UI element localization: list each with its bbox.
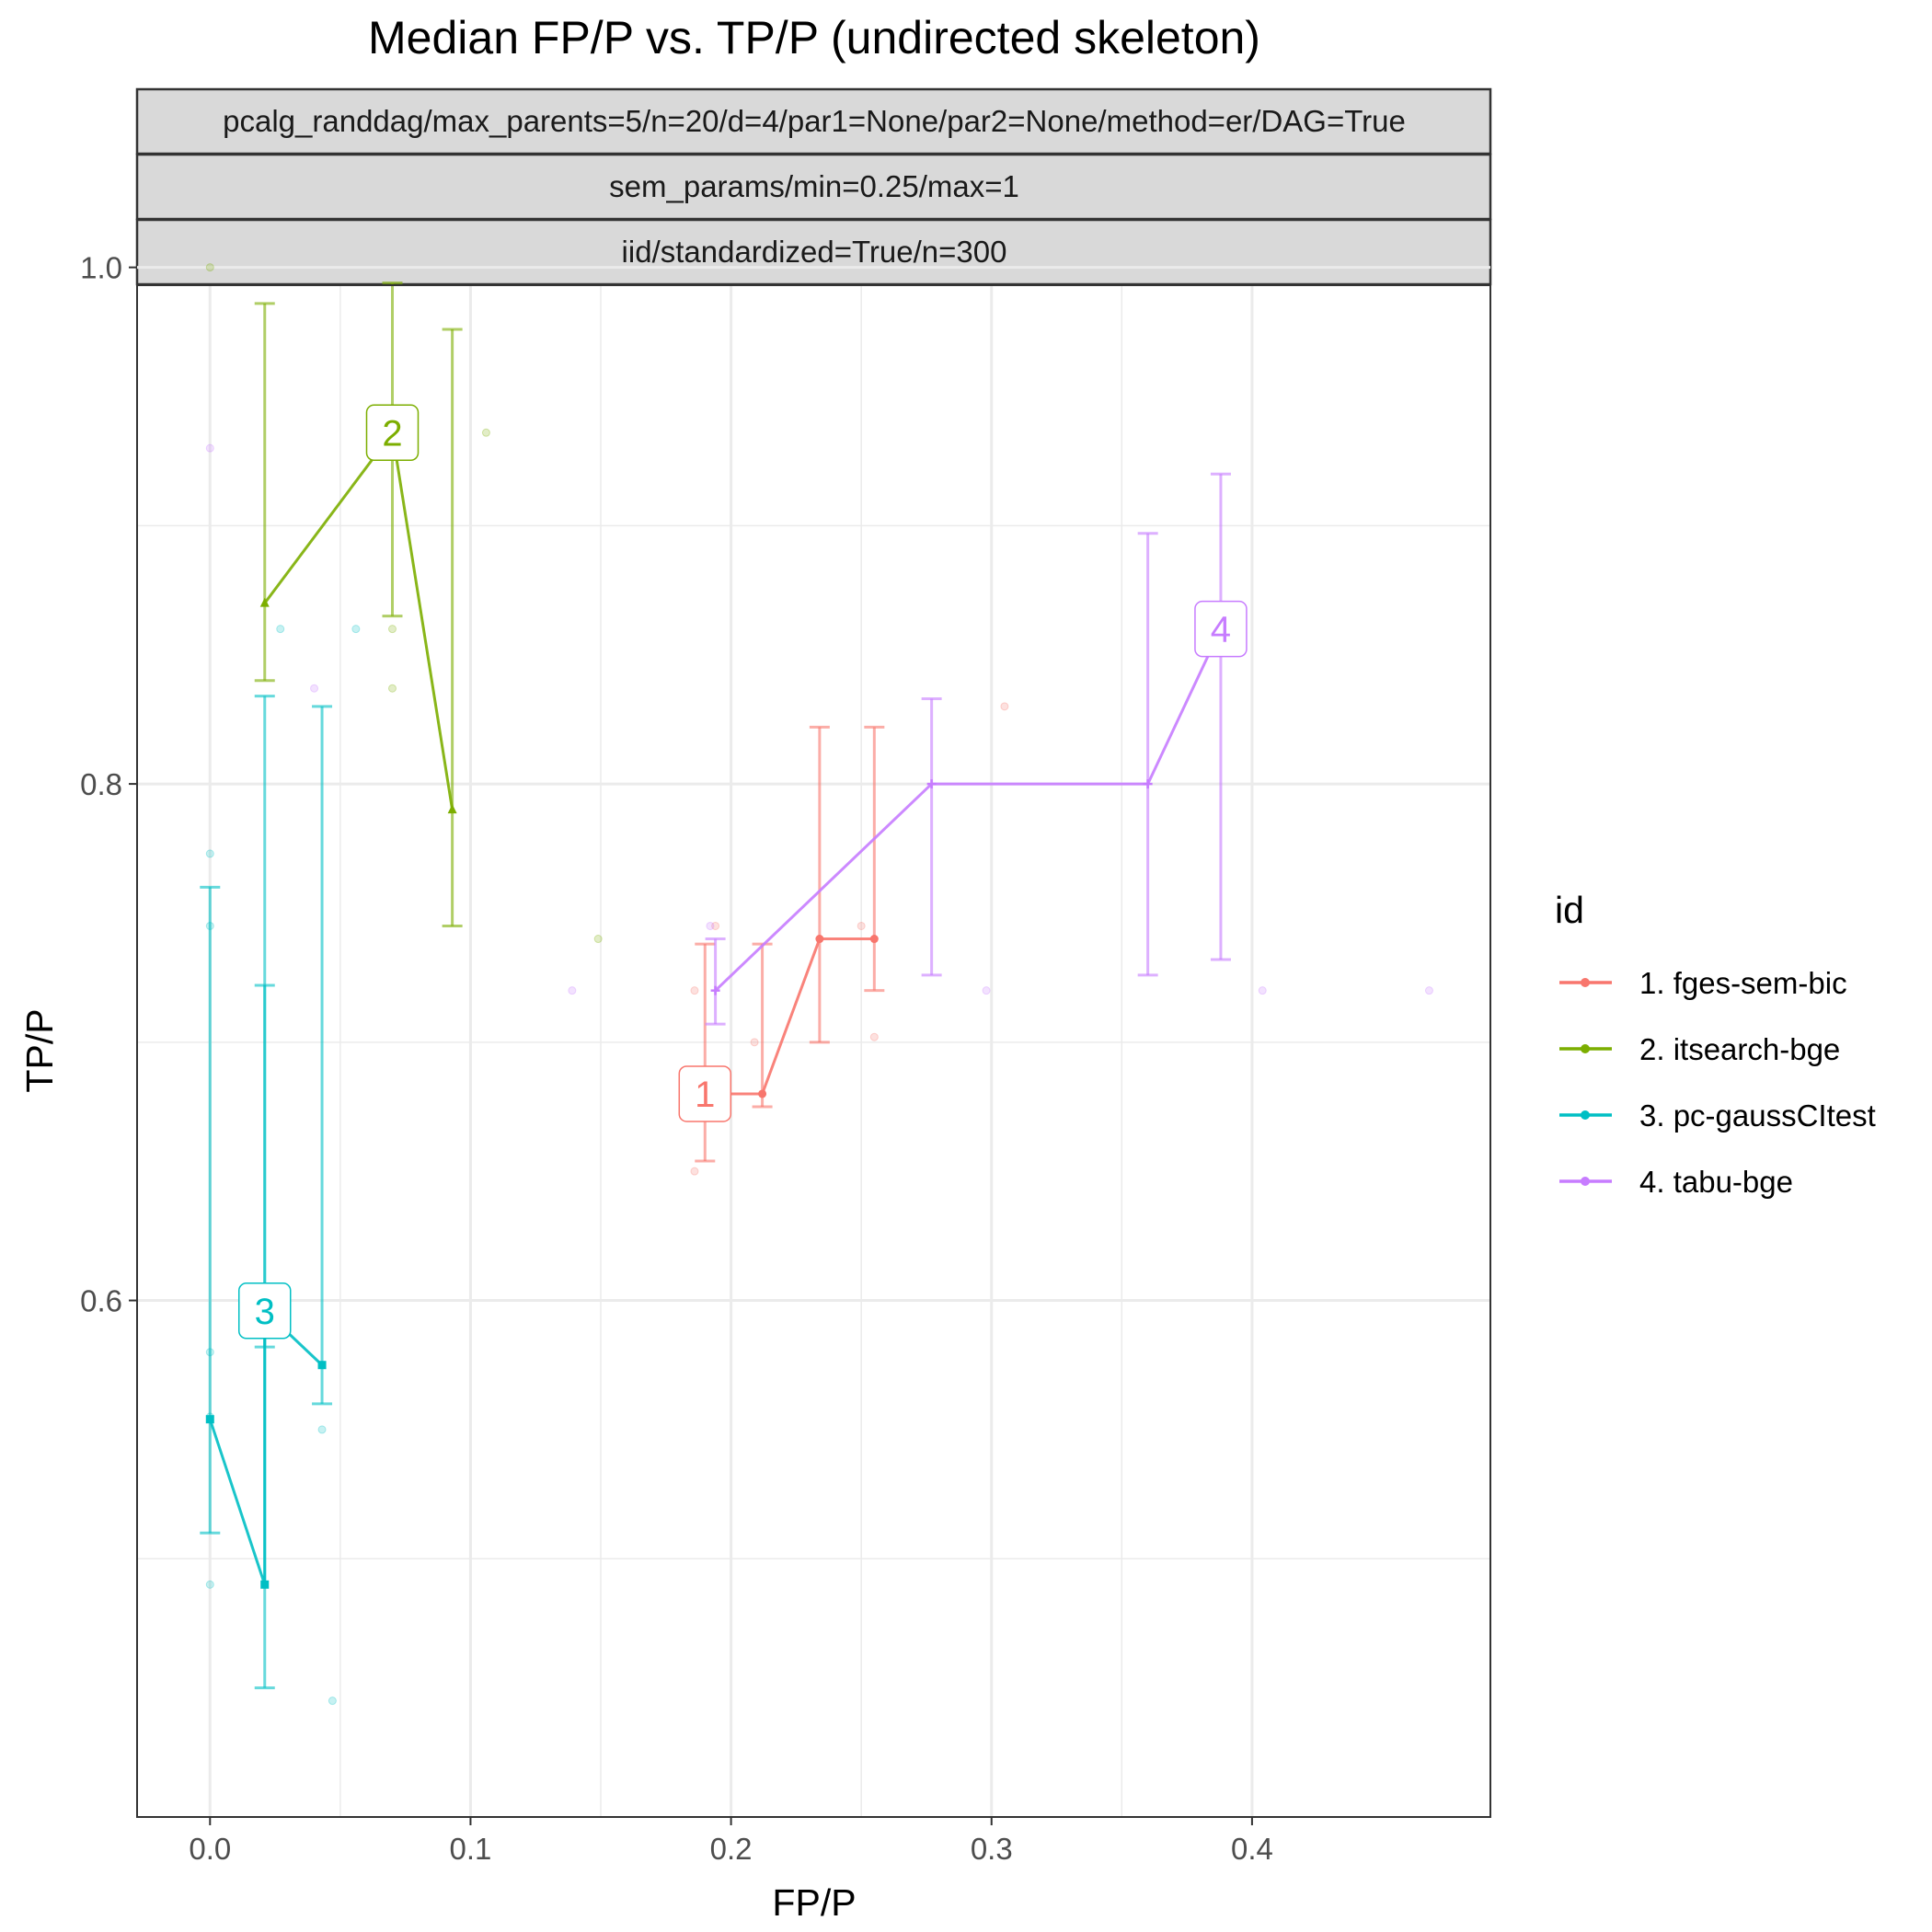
raw-point-series-2 (481, 428, 490, 437)
legend-label: 1. fges-sem-bic (1639, 966, 1847, 1000)
y-axis-title: TP/P (18, 1008, 61, 1092)
series-point-2 (259, 597, 270, 607)
raw-point-series-2 (205, 263, 214, 272)
raw-point-series-3 (205, 1348, 214, 1357)
svg-text:2: 2 (382, 413, 402, 454)
strip-label-2: sem_params/min=0.25/max=1 (609, 169, 1019, 203)
legend: id 1. fges-sem-bic 2. itsearch-bge 3. pc-g… (1555, 889, 1876, 1199)
series-point-3 (317, 1361, 327, 1370)
x-tick-label: 0.4 (1231, 1832, 1273, 1866)
error-bar-series-4 (921, 696, 942, 977)
raw-point-series-4 (1424, 986, 1433, 995)
series-line-4 (714, 628, 1223, 992)
svg-text:1: 1 (695, 1075, 715, 1115)
raw-point-series-2 (387, 625, 397, 634)
raw-point-series-4 (205, 443, 214, 453)
series-point-1 (758, 1089, 767, 1098)
raw-point-series-4 (310, 684, 319, 693)
raw-point-series-2 (593, 935, 603, 944)
error-bar-series-3 (312, 705, 333, 1406)
strip-label-3: iid/standardized=True/n=300 (622, 235, 1007, 269)
series-point-3 (260, 1580, 270, 1589)
series-point-3 (205, 1415, 214, 1424)
series-point-1 (815, 935, 824, 944)
raw-point-series-1 (711, 921, 720, 930)
error-bar-series-1 (809, 725, 830, 1044)
error-bar-series-1 (864, 725, 885, 993)
error-bar-series-4 (1137, 532, 1158, 977)
svg-text:4: 4 (1211, 610, 1231, 650)
raw-point-series-4 (568, 986, 577, 995)
strip-box-1 (135, 87, 1492, 155)
legend-item-3: 3. pc-gaussCItest (1559, 1098, 1876, 1133)
grid (137, 266, 1490, 1817)
legend-key-point (1581, 1044, 1590, 1053)
series-label-4: 4 (1194, 600, 1248, 658)
raw-point-series-4 (1258, 986, 1267, 995)
series-line-1 (705, 937, 875, 1096)
error-bar-series-1 (695, 942, 716, 1163)
raw-point-series-1 (690, 986, 699, 995)
series-label-1: 1 (678, 1065, 732, 1122)
strip-box-3 (135, 218, 1492, 286)
raw-point-series-1 (690, 1167, 699, 1176)
facet-strips: pcalg_randdag/max_parents=5/n=20/d=4/par… (135, 87, 1492, 286)
raw-point-series-3 (205, 849, 214, 858)
series-labels: 1 2 3 4 (237, 404, 1248, 1340)
error-bar-series-4 (1210, 472, 1231, 961)
raw-point-series-1 (750, 1038, 759, 1047)
series-point-2 (447, 804, 457, 814)
raw-point-series-4 (706, 921, 715, 930)
x-tick-label: 0.3 (971, 1832, 1013, 1866)
legend-key-point (1581, 1110, 1590, 1120)
raw-point-series-4 (982, 986, 991, 995)
series-line-3 (208, 1307, 324, 1585)
legend-key-point (1581, 1177, 1590, 1186)
y-tick-label: 1.0 (80, 251, 122, 285)
x-tick-label: 0.0 (189, 1832, 231, 1866)
series-point-4 (926, 779, 937, 789)
x-tick-label: 0.1 (450, 1832, 492, 1866)
legend-label: 4. tabu-bge (1639, 1165, 1793, 1199)
chart-title: Median FP/P vs. TP/P (undirected skeleto… (368, 12, 1260, 63)
legend-title: id (1555, 889, 1584, 931)
y-tick-label: 0.8 (80, 767, 122, 801)
legend-label: 3. pc-gaussCItest (1639, 1098, 1876, 1133)
raw-point-series-1 (1000, 702, 1009, 711)
raw-point-series-1 (869, 1032, 879, 1041)
strip-box-2 (135, 153, 1492, 221)
series-point-1 (869, 935, 879, 944)
y-tick-label: 0.6 (80, 1284, 122, 1318)
x-axis-ticks: 0.0 0.1 0.2 0.3 0.4 (189, 1817, 1273, 1866)
error-bar-series-4 (705, 937, 726, 1026)
panel-border (136, 284, 1491, 1818)
legend-item-4: 4. tabu-bge (1559, 1165, 1793, 1199)
raw-point-series-3 (351, 625, 361, 634)
series-label-2: 2 (365, 404, 420, 462)
raw-point-series-2 (387, 684, 397, 693)
error-bar-series-3 (200, 885, 221, 1535)
y-axis-ticks: 0.6 0.8 1.0 (80, 251, 137, 1318)
legend-item-2: 2. itsearch-bge (1559, 1032, 1840, 1066)
x-tick-label: 0.2 (710, 1832, 753, 1866)
legend-key-point (1581, 978, 1590, 987)
raw-point-series-3 (276, 625, 285, 634)
series-label-3: 3 (237, 1282, 292, 1340)
error-bar-series-2 (442, 328, 463, 927)
raw-point-series-3 (317, 1425, 327, 1434)
raw-point-series-3 (328, 1696, 337, 1706)
x-axis-title: FP/P (772, 1881, 856, 1924)
svg-text:3: 3 (255, 1292, 275, 1332)
legend-label: 2. itsearch-bge (1639, 1032, 1840, 1066)
raw-point-series-3 (205, 921, 214, 930)
raw-point-series-1 (857, 921, 866, 930)
legend-item-1: 1. fges-sem-bic (1559, 966, 1847, 1000)
series-point-4 (1143, 779, 1153, 789)
series-point-4 (710, 985, 720, 995)
error-bar-series-2 (254, 302, 275, 683)
raw-point-series-3 (205, 1580, 214, 1589)
strip-label-1: pcalg_randdag/max_parents=5/n=20/d=4/par… (223, 104, 1406, 138)
